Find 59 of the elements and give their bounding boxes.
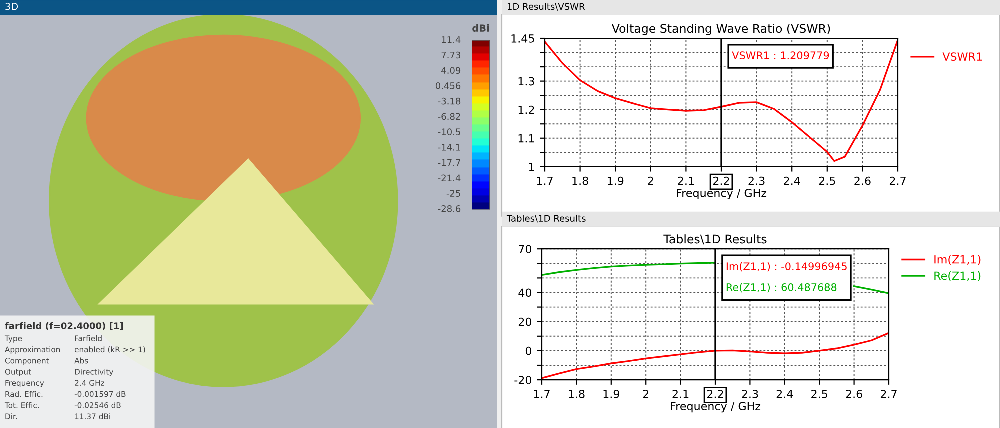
text: 11.4 (442, 36, 461, 44)
x-tick-label: 2.3 (742, 390, 758, 398)
annotation: Re(Z1,1) : 60.487688 (726, 283, 837, 293)
text: -6.82 (438, 113, 460, 120)
x-tick-label: 2.2 (707, 390, 724, 398)
x-tick-label: 2.3 (748, 176, 765, 186)
text: 0.456 (436, 82, 461, 90)
text: -25 (446, 190, 460, 197)
y-tick-label: 1 (529, 163, 534, 172)
x-tick-label: 2.1 (672, 390, 689, 398)
x-tick-label: 2.2 (713, 176, 730, 186)
x-tick-label: 1.9 (604, 390, 620, 398)
x-tick-label: 1.7 (534, 390, 550, 398)
text: 7.73 (442, 52, 460, 59)
legend-label: VSWR1 (942, 52, 982, 62)
x-tick-label: 2.4 (784, 176, 800, 186)
x-tick-label: 2.1 (678, 176, 694, 186)
x-tick-label: 2.4 (776, 390, 794, 398)
legend-label: Im(Z1,1) (934, 255, 981, 266)
y-tick-label: 70 (519, 245, 532, 254)
legend-label: Re(Z1,1) (934, 272, 981, 282)
chart-title: Voltage Standing Wave Ratio (VSWR) (612, 24, 830, 36)
y-tick-label: -20 (514, 376, 532, 384)
y-tick-label: 20 (518, 318, 532, 326)
text: -28.6 (438, 206, 461, 212)
x-axis-title: Frequency / GHz (671, 402, 761, 413)
text: -14.1 (438, 144, 460, 151)
text: 4.09 (442, 67, 461, 74)
y-tick-label: 1.2 (518, 106, 534, 114)
y-tick-label: 0 (526, 346, 532, 356)
color-bar-title: dBi (472, 24, 490, 32)
x-tick-label: 1.9 (608, 176, 624, 186)
x-tick-label: 2.7 (890, 176, 906, 186)
x-tick-label: 2 (643, 390, 649, 398)
chart-subtitle: Tables\1D Results (506, 214, 586, 223)
x-tick-label: 2.5 (819, 176, 836, 186)
text: 3D (6, 2, 18, 10)
x-tick-label: 2.7 (880, 390, 897, 398)
y-tick-label: 40 (518, 288, 532, 298)
x-tick-label: 1.8 (569, 390, 585, 398)
chart-subtitle: 1D Results\VSWR (508, 3, 586, 11)
y-tick-label: 1.45 (512, 34, 534, 43)
text: -10.5 (438, 128, 460, 136)
x-tick-label: 1.8 (572, 176, 588, 186)
x-axis-title: Frequency / GHz (677, 188, 767, 200)
y-tick-label: 1.3 (518, 77, 534, 86)
y-tick-label: 1.1 (518, 134, 534, 143)
x-tick-label: 2.5 (812, 390, 828, 398)
annotation: Im(Z1,1) : -0.14996945 (726, 262, 847, 272)
x-tick-label: 2.6 (854, 176, 871, 186)
x-tick-label: 2.6 (846, 390, 862, 398)
text: -21.4 (438, 174, 461, 182)
text: -3.18 (438, 98, 461, 105)
text: farfield (f=02.4000) [1] (5, 322, 124, 330)
annotation: VSWR1 : 1.209779 (732, 52, 830, 60)
x-tick-label: 1.7 (537, 176, 553, 186)
x-tick-label: 2 (648, 176, 654, 186)
chart-title: Tables\1D Results (664, 234, 767, 245)
text: -17.7 (438, 160, 460, 166)
